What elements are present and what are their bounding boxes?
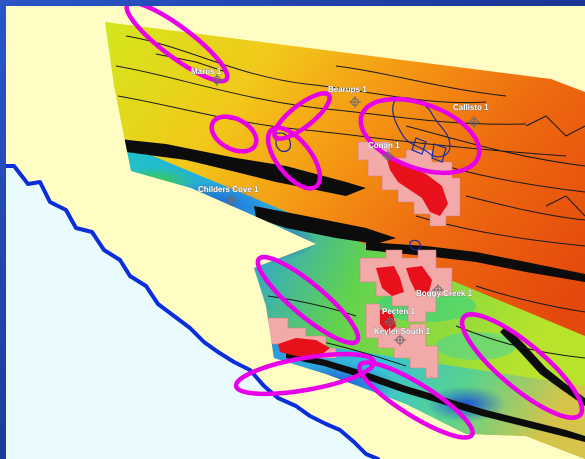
well-label-marus: Marus 1 bbox=[191, 67, 222, 76]
well-label-callisto: Callisto 1 bbox=[453, 103, 489, 112]
highlight-ellipse-callisto bbox=[358, 96, 482, 176]
fault-lines bbox=[115, 35, 585, 435]
highlight-ellipse-mid bbox=[265, 125, 323, 191]
highlight-ellipse-south bbox=[357, 360, 475, 440]
well-label-childers-cove: Childers Cove 1 bbox=[198, 185, 259, 194]
highlight-ellipse-east bbox=[459, 312, 585, 420]
prospect-southwest bbox=[278, 338, 330, 356]
highlight-ellipse-west bbox=[255, 254, 361, 346]
well-label-keyler-south: Keyler South 1 bbox=[374, 327, 431, 336]
contour-outlines bbox=[275, 97, 451, 251]
coastline bbox=[6, 164, 380, 459]
highlight-ellipses bbox=[124, 6, 585, 440]
well-label-bearups: Bearups 1 bbox=[328, 85, 367, 94]
fault-band-main bbox=[110, 138, 366, 196]
highlight-ellipse-marus bbox=[124, 6, 230, 84]
seismic-map: Marus 1 Bearups 1 Callisto 1 Childers Co… bbox=[6, 6, 585, 459]
map-frame: Marus 1 Bearups 1 Callisto 1 Childers Co… bbox=[6, 6, 585, 459]
fault-band-west bbox=[254, 206, 396, 244]
prospect-boggy-creek bbox=[376, 266, 404, 296]
highlight-ellipse-bearups bbox=[272, 91, 332, 141]
sea-area bbox=[6, 166, 378, 459]
prospect-callisto bbox=[386, 156, 448, 216]
prospect-boggy-creek-east bbox=[406, 266, 432, 296]
well-label-pecten: Pecten 1 bbox=[382, 307, 415, 316]
well-markers bbox=[211, 74, 480, 346]
highlight-ellipse-small bbox=[209, 114, 259, 154]
well-label-boggy-creek: Boggy Creek 1 bbox=[416, 289, 473, 298]
well-label-conan: Conan 1 bbox=[368, 141, 400, 150]
